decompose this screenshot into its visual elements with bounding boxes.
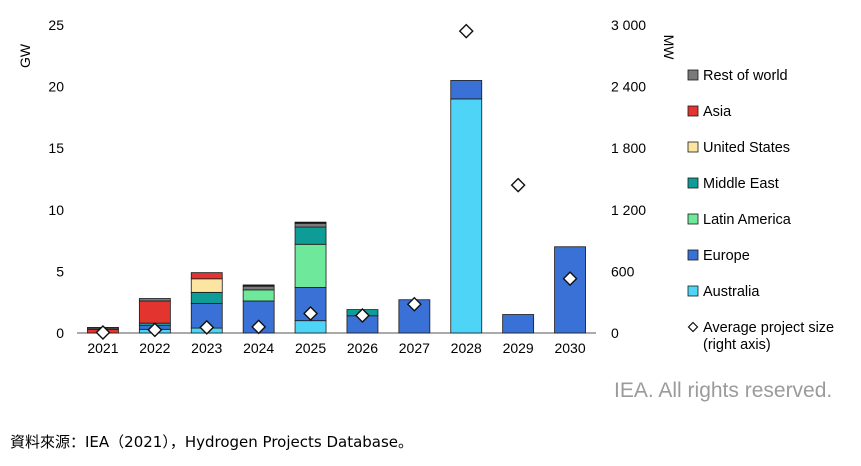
legend-label: Average project size	[703, 320, 834, 336]
average-size-marker-2029	[510, 177, 526, 193]
average-size-marker-2024	[251, 319, 267, 335]
right-axis-tick-label: 0	[611, 325, 619, 341]
bar-segment-2024-latin-america	[242, 289, 275, 302]
average-size-marker-2025	[303, 306, 319, 321]
right-axis-tick-label: 2 400	[611, 79, 646, 95]
bars	[87, 80, 586, 334]
legend-swatch-asia	[687, 105, 699, 117]
x-axis-tick-label: 2024	[243, 340, 274, 356]
copyright-credit: IEA. All rights reserved.	[614, 379, 833, 402]
bar-segment-2025-australia	[294, 320, 327, 334]
average-size-marker-2028	[458, 23, 474, 39]
legend-label: Asia	[703, 104, 732, 120]
right-axis-tick-label: 1 200	[611, 202, 646, 218]
right-axis-tick-label: 600	[611, 263, 635, 279]
left-axis-title: GW	[17, 43, 33, 68]
average-size-marker-2022	[147, 322, 163, 338]
average-size-markers	[95, 23, 578, 340]
bar-segment-2025-rest-of-world	[294, 222, 327, 228]
x-axis-tick-label: 2023	[191, 340, 222, 356]
legend-label: Australia	[703, 284, 760, 300]
bar-segment-2024-rest-of-world	[242, 285, 275, 291]
average-size-marker-2021	[95, 324, 111, 340]
bar-segment-2025-middle-east	[294, 226, 327, 245]
average-size-marker-2030	[562, 271, 578, 287]
average-size-marker-2027	[406, 296, 422, 312]
x-axis-tick-label: 2022	[139, 340, 170, 356]
bar-segment-2025-latin-america	[294, 243, 327, 288]
bar-segment-2023-united-states	[190, 278, 223, 293]
right-axis-tick-label: 3 000	[611, 17, 646, 33]
x-axis-tick-label: 2021	[87, 340, 118, 356]
source-caption: 資料來源：IEA（2021），Hydrogen Projects Databas…	[10, 433, 414, 451]
bar-segment-2024-extra	[242, 284, 275, 287]
legend-label: Rest of world	[703, 68, 788, 84]
bar-segment-2023-middle-east	[190, 291, 223, 304]
left-axis-tick-label: 0	[56, 325, 64, 341]
legend-swatch-united-states	[687, 141, 699, 153]
legend-label: Latin America	[703, 212, 792, 228]
x-axis-tick-label: 2026	[347, 340, 378, 356]
left-axis-tick-label: 20	[48, 79, 64, 95]
legend-label: Middle East	[703, 176, 779, 192]
bar-segment-2028-europe	[450, 80, 483, 100]
right-axis-title: MW	[661, 35, 677, 61]
legend-swatch-rest-of-world	[687, 69, 699, 81]
bar-segment-2029-europe	[502, 314, 535, 334]
x-axis-tick-label: 2028	[451, 340, 482, 356]
bar-segment-2025-extra	[294, 221, 327, 224]
x-axis-tick-label: 2029	[503, 340, 534, 356]
bar-segment-2022-rest-of-world	[138, 298, 171, 302]
legend-diamond-icon	[687, 321, 699, 333]
legend-swatch-middle-east	[687, 177, 699, 189]
average-size-marker-2023	[199, 319, 215, 335]
bar-segment-2023-asia	[190, 272, 223, 280]
bar-segment-2022-asia	[138, 300, 171, 324]
legend-swatch-australia	[687, 285, 699, 297]
bar-segment-2028-australia	[450, 98, 483, 334]
legend-swatch-latin-america	[687, 213, 699, 225]
x-axis-tick-label: 2027	[399, 340, 430, 356]
left-axis-tick-label: 10	[48, 202, 64, 218]
left-axis-tick-label: 25	[48, 17, 64, 33]
x-axis-tick-label: 2025	[295, 340, 326, 356]
left-axis-tick-label: 5	[56, 263, 64, 279]
x-axis-tick-label: 2030	[554, 340, 585, 356]
average-size-marker-2026	[354, 308, 370, 324]
legend-label-line2: (right axis)	[703, 337, 771, 353]
legend: Rest of world Asia United States Middle Eas…	[687, 68, 834, 353]
legend-label: Europe	[703, 248, 750, 264]
bar-segment-2030-europe	[554, 246, 586, 334]
left-axis-tick-label: 15	[48, 140, 64, 156]
right-axis-tick-label: 1 800	[611, 140, 646, 156]
legend-label: United States	[703, 140, 790, 156]
legend-swatch-europe	[687, 249, 699, 261]
